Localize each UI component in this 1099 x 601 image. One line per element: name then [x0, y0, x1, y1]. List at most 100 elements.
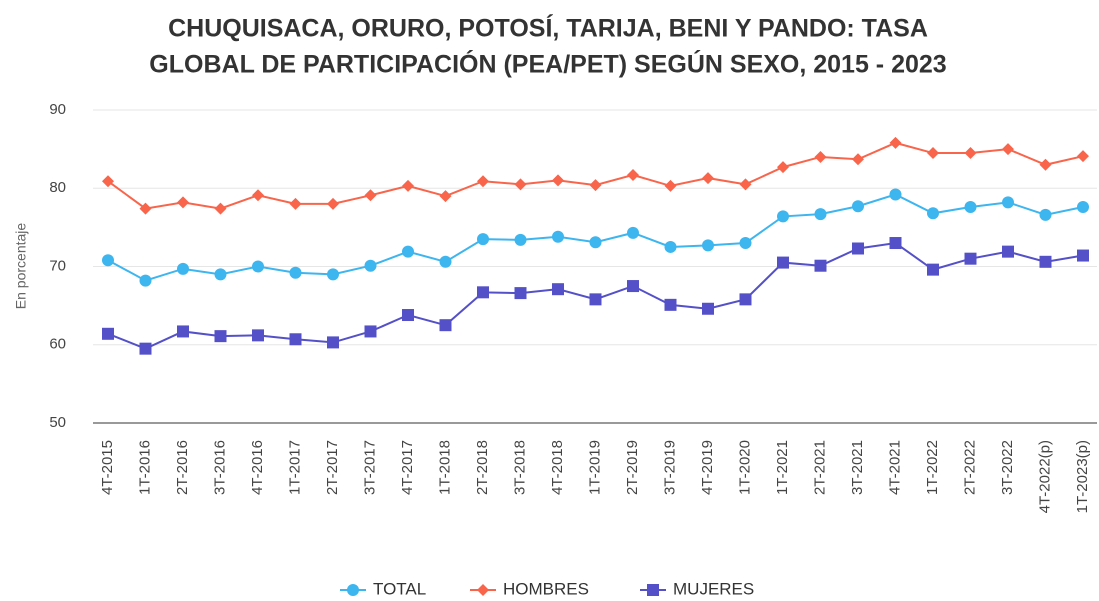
y-tick-label: 80	[49, 179, 66, 196]
x-tick-label: 4T-2015	[99, 440, 116, 495]
x-tick-label: 4T-2018	[549, 440, 566, 495]
marker	[327, 197, 339, 210]
marker	[852, 200, 864, 213]
marker	[1077, 201, 1089, 214]
marker	[252, 329, 264, 342]
marker	[514, 178, 527, 191]
marker	[664, 179, 677, 192]
marker	[552, 283, 564, 296]
marker	[139, 274, 152, 287]
marker	[589, 179, 602, 192]
marker	[102, 175, 114, 188]
marker	[702, 239, 714, 252]
y-tick-label: 60	[49, 336, 66, 353]
marker	[439, 255, 452, 268]
marker	[214, 330, 227, 343]
x-tick-label: 1T-2017	[286, 440, 303, 495]
marker	[364, 189, 377, 202]
marker	[477, 286, 489, 299]
marker	[402, 309, 414, 322]
marker	[702, 302, 714, 315]
marker	[402, 179, 414, 192]
marker	[777, 161, 789, 174]
x-tick-label: 1T-2019	[586, 440, 603, 495]
marker	[214, 268, 227, 281]
marker	[327, 336, 339, 349]
marker	[289, 266, 302, 279]
marker	[589, 236, 602, 249]
marker	[477, 175, 489, 188]
marker	[289, 333, 302, 346]
marker	[964, 252, 977, 265]
marker	[739, 293, 752, 306]
x-tick-label: 2T-2019	[624, 440, 641, 495]
x-tick-label: 4T-2017	[399, 440, 416, 495]
marker	[477, 233, 489, 246]
legend-marker	[477, 584, 489, 596]
marker	[927, 263, 939, 276]
x-tick-label: 4T-2022(p)	[1036, 440, 1053, 513]
marker	[664, 240, 677, 253]
x-tick-label: 2T-2016	[174, 440, 191, 495]
marker	[852, 153, 864, 166]
marker	[289, 197, 302, 210]
marker	[889, 237, 902, 250]
marker	[514, 233, 527, 246]
marker	[552, 174, 564, 187]
chart-title: GLOBAL DE PARTICIPACIÓN (PEA/PET) SEGÚN …	[149, 49, 946, 79]
marker	[702, 172, 714, 185]
marker	[439, 190, 452, 203]
legend-label: MUJERES	[673, 579, 754, 598]
marker	[364, 325, 377, 338]
marker	[627, 280, 639, 293]
x-tick-label: 1T-2023(p)	[1074, 440, 1091, 513]
marker	[139, 202, 152, 215]
x-tick-label: 2T-2022	[961, 440, 978, 495]
y-tick-label: 90	[49, 101, 66, 118]
x-tick-label: 3T-2022	[999, 440, 1016, 495]
marker	[252, 260, 264, 273]
marker	[1002, 245, 1014, 258]
x-tick-label: 3T-2017	[361, 440, 378, 495]
marker	[589, 293, 602, 306]
x-tick-label: 2T-2021	[811, 440, 828, 495]
x-tick-label: 1T-2016	[136, 440, 153, 495]
marker	[552, 230, 564, 243]
marker	[1039, 158, 1052, 171]
x-tick-label: 3T-2019	[661, 440, 678, 495]
marker	[1002, 196, 1014, 209]
legend-label: HOMBRES	[503, 579, 589, 598]
marker	[402, 245, 414, 258]
x-tick-label: 1T-2020	[736, 440, 753, 495]
marker	[139, 342, 152, 355]
marker	[1039, 208, 1052, 221]
x-tick-label: 1T-2021	[774, 440, 791, 495]
marker	[1077, 249, 1089, 262]
x-tick-label: 3T-2021	[849, 440, 866, 495]
marker	[739, 178, 752, 191]
marker	[777, 256, 789, 269]
legend-marker	[347, 584, 359, 596]
marker	[814, 150, 827, 163]
legend-marker	[647, 584, 659, 596]
marker	[777, 210, 789, 223]
x-tick-label: 4T-2016	[249, 440, 266, 495]
x-tick-label: 3T-2016	[211, 440, 228, 495]
marker	[964, 147, 977, 160]
marker	[889, 136, 902, 149]
marker	[439, 319, 452, 332]
marker	[814, 208, 827, 221]
marker	[1077, 150, 1089, 163]
marker	[102, 327, 114, 340]
marker	[664, 298, 677, 311]
x-tick-label: 2T-2018	[474, 440, 491, 495]
x-tick-label: 4T-2021	[886, 440, 903, 495]
marker	[852, 242, 864, 255]
chart-title: CHUQUISACA, ORURO, POTOSÍ, TARIJA, BENI …	[168, 14, 928, 43]
y-tick-label: 70	[49, 257, 66, 274]
marker	[364, 259, 377, 272]
x-tick-label: 2T-2017	[324, 440, 341, 495]
x-tick-label: 3T-2018	[511, 440, 528, 495]
marker	[1002, 143, 1014, 156]
